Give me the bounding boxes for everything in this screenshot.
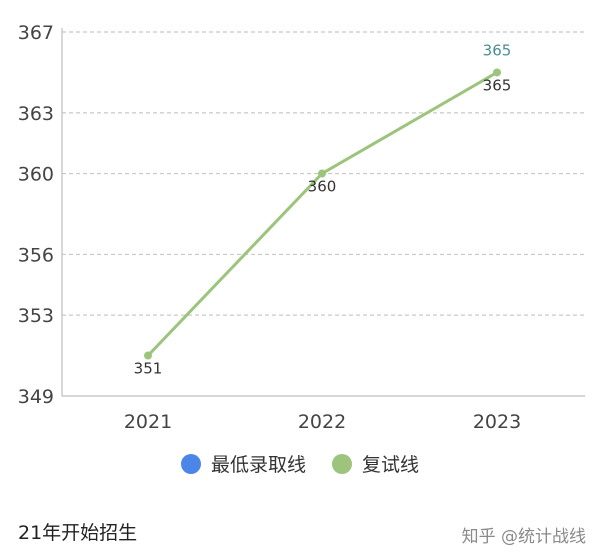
x-tick-label-2022: 2022 — [298, 411, 346, 430]
data-label-retest-2023: 365 — [483, 76, 512, 94]
y-tick-label-349: 349 — [18, 386, 54, 408]
y-tick-label-363: 363 — [18, 103, 54, 125]
chart-caption: 21年开始招生 — [18, 522, 138, 544]
y-tick-label-356: 356 — [18, 244, 54, 266]
watermark: 知乎 @统计战线 — [461, 527, 586, 547]
data-point-retest-2022[interactable] — [318, 169, 326, 178]
data-point-retest-2021[interactable] — [144, 351, 152, 360]
series-line-retest — [146, 71, 498, 357]
legend-swatch-green — [332, 453, 352, 474]
y-tick-label-367: 367 — [18, 22, 54, 44]
x-tick-label-2023: 2023 — [473, 411, 521, 430]
data-label-retest-2021: 351 — [134, 360, 163, 378]
tick-labels: 349 353 356 360 363 367 2021 2022 2023 — [18, 22, 521, 430]
data-label-min-admission-2023: 365 — [483, 41, 512, 59]
data-point-retest-2023[interactable] — [493, 68, 501, 77]
legend-label: 最低录取线 — [210, 454, 306, 476]
x-tick-label-2021: 2021 — [124, 411, 172, 430]
axes — [61, 28, 585, 397]
legend-swatch-blue — [180, 453, 201, 474]
legend-label: 复试线 — [362, 454, 420, 476]
y-tick-label-360: 360 — [18, 164, 54, 186]
legend-item-min-admission[interactable]: 最低录取线 — [180, 450, 306, 477]
series-lines — [144, 68, 501, 360]
legend: 最低录取线 复试线 — [0, 450, 600, 477]
legend-item-retest-line[interactable]: 复试线 — [332, 450, 419, 477]
data-labels: 351 360 365 365 — [134, 41, 512, 377]
line-chart: 349 353 356 360 363 367 2021 2022 2023 351 360 365… — [18, 22, 585, 430]
y-tick-label-353: 353 — [18, 305, 54, 327]
data-label-retest-2022: 360 — [308, 178, 337, 196]
